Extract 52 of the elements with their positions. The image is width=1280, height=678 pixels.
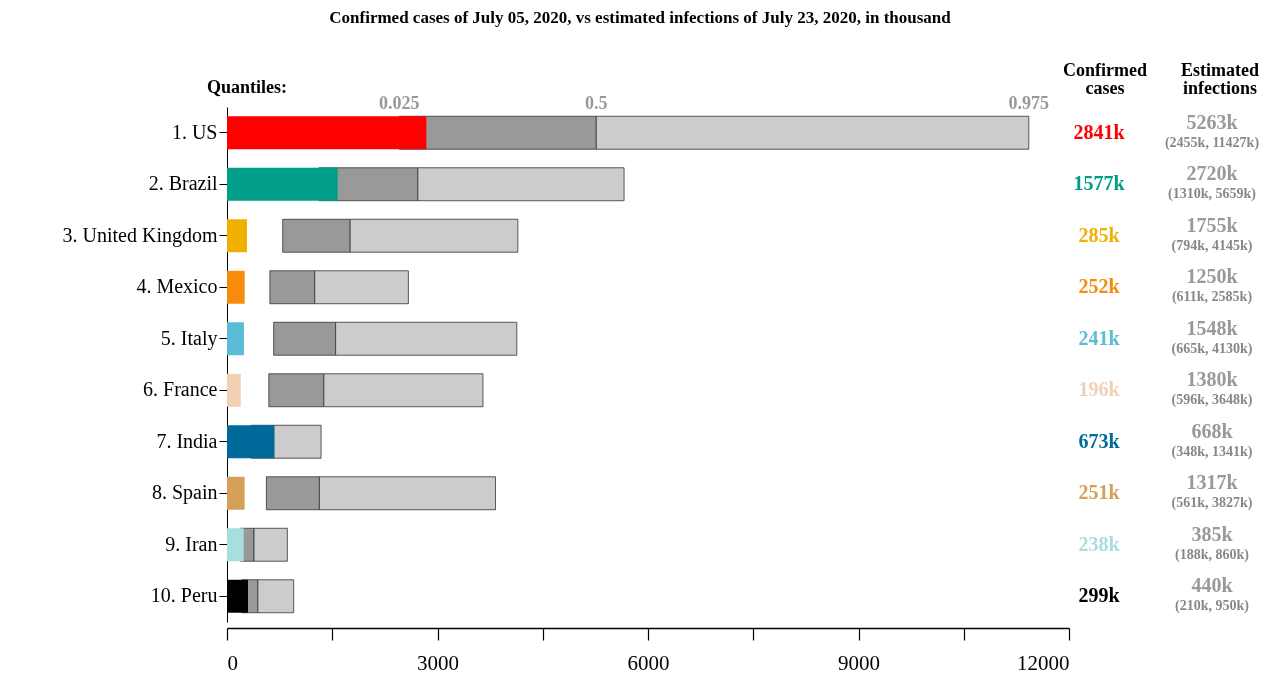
text: (794k, 4145k) (1171, 237, 1253, 254)
text: 1548k (1186, 316, 1239, 339)
annotation: 0.975 (1008, 92, 1050, 113)
data-label: 252k (1078, 275, 1121, 298)
y-tick-label: 5. Italy (160, 326, 218, 350)
text: 1317k (1186, 471, 1239, 494)
text: 440k (1191, 574, 1234, 597)
data-label: 241k (1078, 326, 1121, 349)
y-tick-label: 8. Spain (151, 481, 218, 505)
y-tick-label: 9. Iran (165, 532, 218, 555)
x-tick-label: 9000 (838, 650, 880, 675)
text: Estimated infections (1181, 60, 1259, 98)
annotation: 0.5 (585, 92, 608, 113)
x-tick-label: 0 (227, 650, 238, 675)
text: 2720k (1186, 162, 1239, 185)
y-tick-label: 3. United Kingdom (62, 223, 218, 247)
text: (596k, 3648k) (1171, 392, 1253, 409)
text: 1380k (1186, 368, 1239, 391)
text: (210k, 950k) (1175, 598, 1250, 615)
text: (2455k, 11427k) (1164, 134, 1260, 151)
y-tick-label: 4. Mexico (136, 275, 218, 298)
text: 1250k (1186, 265, 1239, 288)
text: (561k, 3827k) (1171, 495, 1253, 512)
data-label: 2841k (1073, 120, 1126, 143)
x-tick-label: 12000 (1017, 650, 1070, 675)
x-tick-label: 6000 (627, 650, 670, 675)
text: (1310k, 5659k) (1168, 186, 1257, 203)
text: (348k, 1341k) (1171, 443, 1253, 460)
text: (611k, 2585k) (1171, 289, 1253, 306)
y-tick-label: 10. Peru (150, 584, 218, 607)
data-label: 299k (1078, 584, 1121, 607)
text: 1755k (1186, 213, 1239, 236)
text: Confirmed cases (1063, 60, 1147, 98)
y-tick-label: 7. India (156, 429, 218, 452)
text: 385k (1191, 522, 1234, 545)
text: (665k, 4130k) (1171, 340, 1253, 357)
y-tick-label: 6. France (143, 378, 218, 401)
y-tick-label: 2. Brazil (148, 172, 218, 195)
data-label: 251k (1078, 481, 1121, 504)
annotation: 0.025 (379, 92, 420, 113)
x-tick-label: 3000 (417, 650, 459, 675)
text: 5263k (1186, 110, 1239, 133)
data-label: 673k (1078, 429, 1121, 452)
data-label: 196k (1078, 378, 1121, 401)
y-tick-label: 1. US (171, 120, 218, 143)
text: 668k (1191, 419, 1234, 442)
data-label: 238k (1078, 532, 1121, 555)
data-label: 1577k (1073, 172, 1126, 195)
chart-title: Confirmed cases of July 05, 2020, vs estimated infections of July 23, 2020, in thousand (329, 8, 952, 27)
text: Quantiles: (207, 77, 288, 97)
data-label: 285k (1078, 223, 1121, 246)
text: (188k, 860k) (1175, 546, 1250, 563)
